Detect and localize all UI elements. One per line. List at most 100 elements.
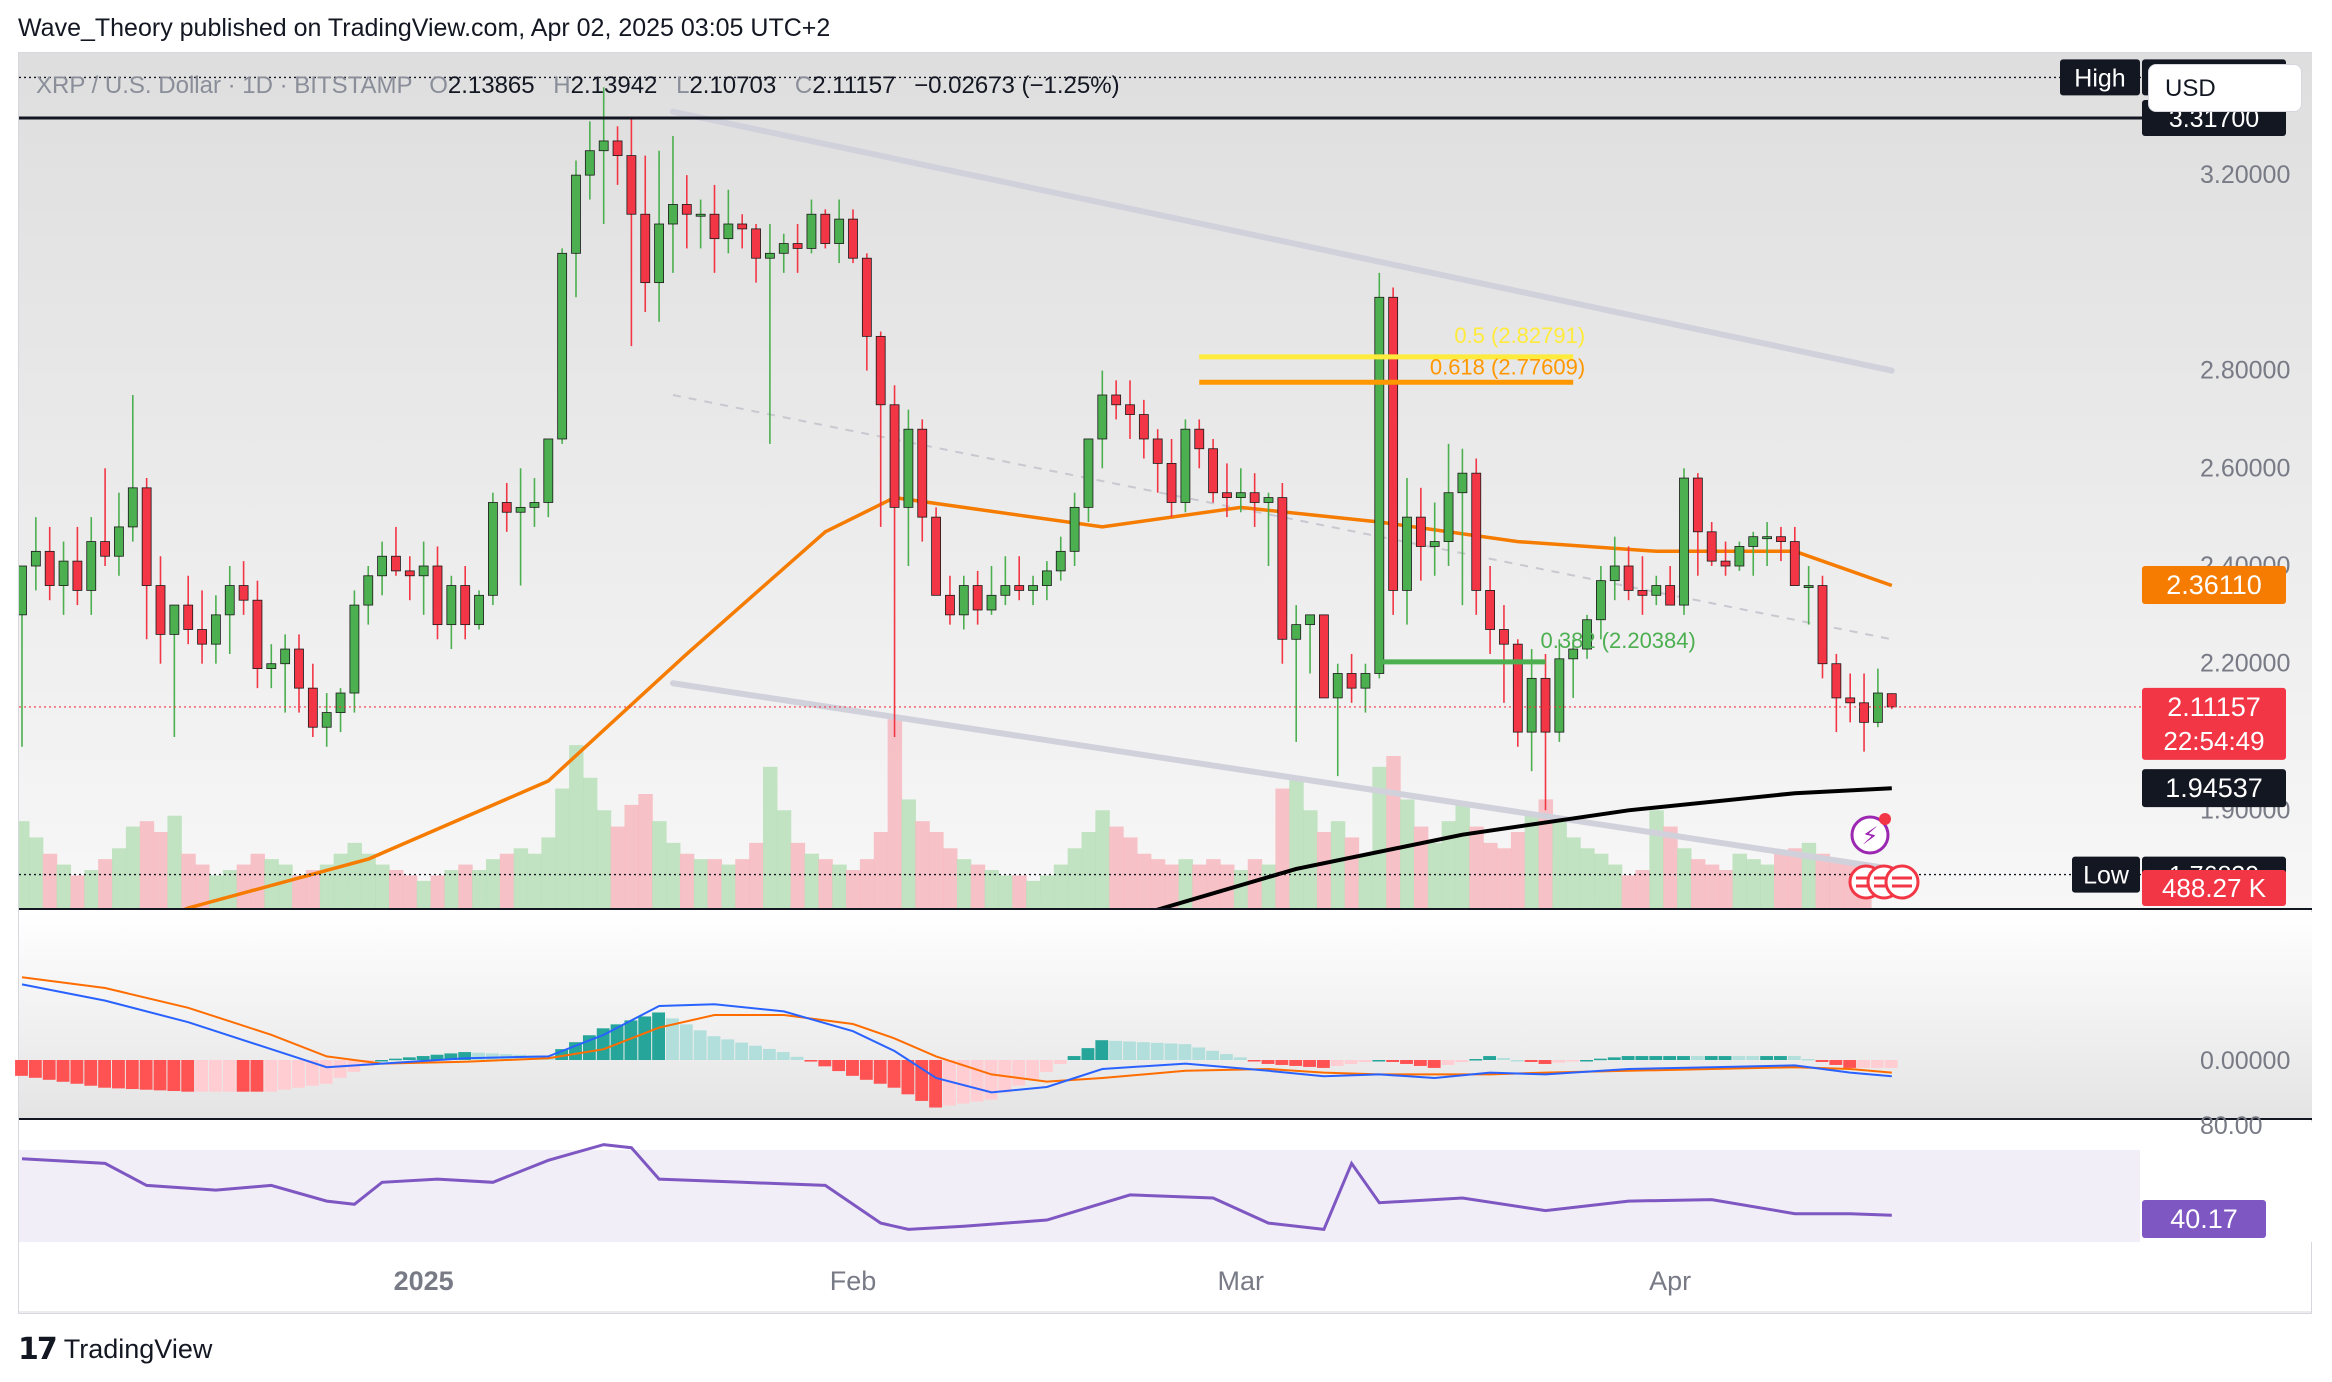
candle-body [238, 585, 249, 601]
tradingview-logo[interactable]: 17 TradingView [18, 1332, 212, 1367]
macd-histogram-bar [361, 1060, 375, 1066]
macd-histogram-bar [167, 1060, 181, 1092]
candle-body [1249, 492, 1260, 503]
macd-histogram-bar [1109, 1040, 1123, 1060]
candle-body [1637, 590, 1648, 596]
candle-body [1332, 673, 1343, 699]
candle-body [1859, 702, 1869, 723]
candle-body [1817, 585, 1828, 665]
candle-body [723, 223, 734, 240]
us-flag-event-icon [1884, 864, 1920, 900]
candle-body [972, 585, 983, 611]
candle-body [1679, 477, 1689, 606]
candle-body [446, 585, 457, 626]
macd-histogram-bar [1677, 1056, 1690, 1060]
macd-histogram-bar [1746, 1056, 1760, 1060]
volume-bar [527, 853, 542, 908]
candle-body [1596, 580, 1606, 621]
volume-bar [804, 853, 819, 908]
candle-body [1429, 541, 1440, 547]
macd-histogram-bar [1039, 1060, 1053, 1072]
volume-bar [458, 864, 473, 908]
candle-body [640, 213, 651, 284]
volume-bar [1552, 821, 1567, 908]
volume-bar [1178, 859, 1193, 908]
volume-bar [1039, 875, 1055, 908]
currency-button[interactable]: USD [2148, 64, 2302, 112]
time-tick-label: Apr [1649, 1266, 1691, 1296]
candle-body [903, 428, 914, 508]
macd-histogram-bar [1247, 1060, 1261, 1062]
volume-bar [1386, 756, 1401, 908]
symbol-label[interactable]: XRP / U.S. Dollar · 1D · BITSTAMP [36, 72, 413, 99]
candle-body [986, 594, 997, 611]
candle-body [1319, 614, 1329, 699]
macd-histogram-bar [1344, 1060, 1358, 1064]
candle-body [1069, 506, 1080, 552]
volume-bar [1621, 875, 1637, 908]
candle-body [626, 155, 637, 215]
tradingview-brand: TradingView [63, 1334, 213, 1364]
candle-body [1388, 296, 1399, 591]
rsi-value-text: 40.17 [2170, 1204, 2238, 1234]
volume-bar [1566, 837, 1581, 908]
bar-countdown: 22:54:49 [2163, 726, 2264, 756]
macd-histogram-bar [555, 1049, 569, 1060]
candle-body [58, 560, 69, 586]
macd-histogram-bar [1580, 1060, 1593, 1062]
volume-bar [1206, 859, 1221, 908]
macd-histogram-bar [1303, 1060, 1316, 1067]
high-label-text: High [2074, 64, 2125, 92]
volume-bar [887, 718, 903, 908]
volume-bar [1233, 870, 1249, 908]
volume-bar [1635, 870, 1650, 908]
macd-histogram-bar [1067, 1056, 1081, 1060]
macd-histogram-bar [70, 1060, 84, 1084]
candle-body [266, 663, 277, 670]
last-price-badge [2142, 687, 2286, 760]
volume-bar [1441, 821, 1457, 908]
macd-histogram-bar [1316, 1060, 1330, 1068]
volume-bar [1358, 853, 1373, 908]
volume-bar [1746, 859, 1761, 908]
volume-bar [1136, 853, 1152, 908]
candle-body [141, 487, 152, 586]
macd-histogram-bar [1400, 1060, 1413, 1064]
volume-bar [1303, 810, 1318, 908]
volume-bar [832, 864, 847, 908]
candle-body [100, 541, 110, 557]
volume-bar [1593, 853, 1609, 908]
macd-histogram-bar [181, 1060, 195, 1092]
volume-bar [389, 870, 404, 908]
volume-bar [1649, 810, 1664, 908]
candle-body [737, 223, 748, 230]
volume-bar [693, 859, 709, 908]
price-tick-label: 2.60000 [2200, 454, 2290, 482]
volume-bar [596, 810, 612, 908]
volume-bar [859, 859, 875, 908]
candle-body [127, 487, 138, 528]
candle-body [210, 614, 221, 645]
macd-histogram-bar [56, 1060, 70, 1082]
volume-bar [28, 837, 44, 908]
candle-body [584, 150, 595, 176]
last-price-text: 2.11157 [2167, 692, 2261, 722]
candle-body [1042, 570, 1052, 586]
publisher-line: Wave_Theory published on TradingView.com… [18, 14, 831, 42]
macd-histogram-bar [319, 1060, 333, 1084]
volume-bar [776, 810, 792, 908]
macd-histogram-bar [153, 1060, 167, 1091]
tradingview-mark-icon: 17 [18, 1332, 58, 1367]
volume-bar [735, 859, 750, 908]
macd-histogram-bar [1358, 1060, 1372, 1062]
candle-body [1457, 472, 1468, 494]
candle-body [432, 565, 443, 626]
low-label-text: Low [2083, 862, 2130, 890]
macd-histogram-bar [1441, 1060, 1455, 1065]
candle-body [1471, 472, 1482, 591]
macd-histogram-bar [1012, 1060, 1026, 1086]
macd-histogram-bar [1538, 1060, 1552, 1064]
macd-histogram-bar [402, 1057, 416, 1060]
macd-histogram-bar [42, 1060, 56, 1080]
